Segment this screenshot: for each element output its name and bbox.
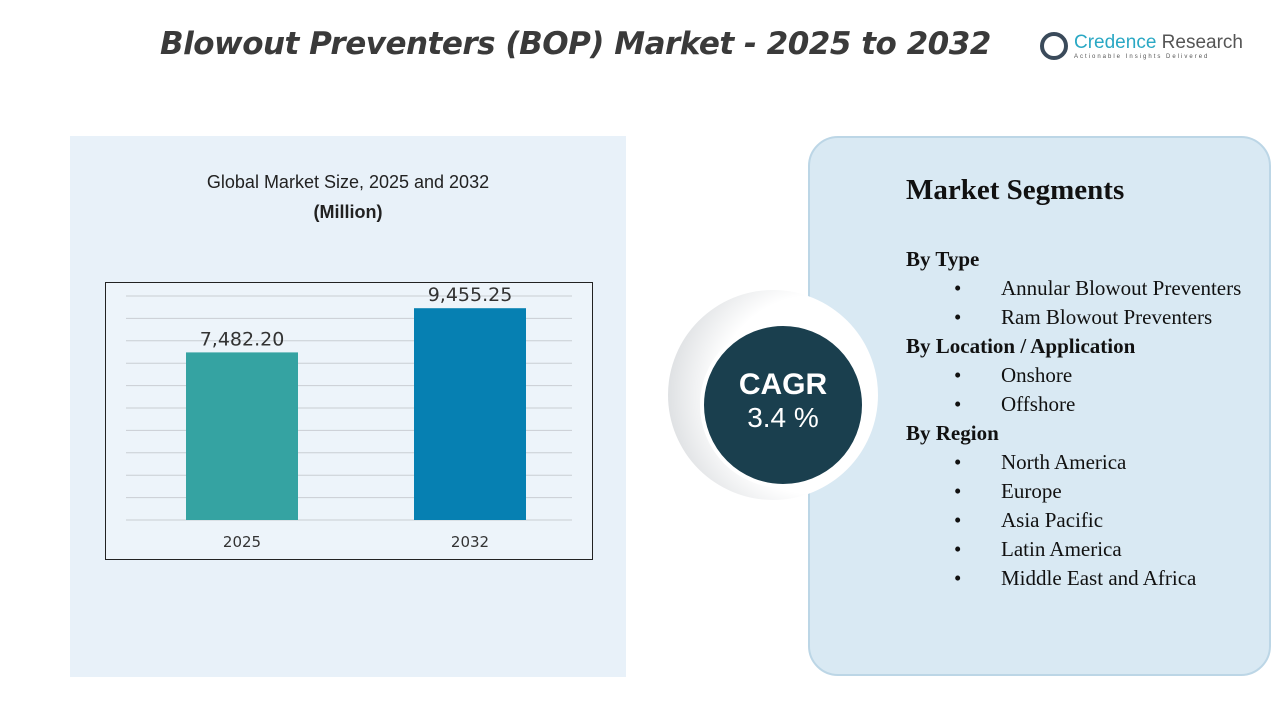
chart-unit: (Million) (313, 202, 383, 222)
bullet-icon: • (954, 450, 962, 474)
segments-panel (808, 136, 1271, 676)
bullet-icon: • (954, 537, 962, 561)
segment-item: • Asia Pacific (906, 506, 1280, 535)
chart-title: Global Market Size, 2025 and 2032 (206, 172, 490, 192)
bullet-icon: • (954, 363, 962, 387)
segment-item-label: Middle East and Africa (1001, 566, 1197, 590)
bar-2032 (414, 308, 526, 520)
logo-tagline: Actionable Insights Delivered (1074, 54, 1210, 60)
bar-2025 (186, 352, 298, 520)
segment-item-label: Asia Pacific (1001, 508, 1104, 532)
bullet-icon: • (954, 392, 962, 416)
segment-item-label: Onshore (1001, 363, 1073, 387)
segment-category: By Region (906, 421, 999, 445)
market-segments: Market Segments By Type • Annular Blowout … (906, 174, 1280, 593)
segment-item-label: Annular Blowout Preventers (1001, 276, 1242, 300)
segment-item-label: Latin America (1001, 537, 1122, 561)
segment-item-label: Europe (1001, 479, 1062, 503)
segment-category: By Type (906, 247, 980, 271)
segment-category: By Location / Application (906, 334, 1136, 358)
bullet-icon: • (954, 479, 962, 503)
segment-item: • Offshore (906, 390, 1280, 419)
bar-chart: 7,482.20 2025 9,455.25 2032 (126, 284, 572, 551)
cagr-label: CAGR (738, 368, 828, 401)
segments-title: Market Segments (906, 174, 1125, 206)
logo: Credence Research Actionable Insights De… (1040, 32, 1243, 60)
segment-item: • Ram Blowout Preventers (906, 303, 1280, 332)
bullet-icon: • (954, 305, 962, 329)
segment-item-label: North America (1001, 450, 1127, 474)
cagr-badge: CAGR 3.4 % (700, 322, 866, 488)
bullet-icon: • (954, 508, 962, 532)
logo-name-a: Credence (1074, 32, 1157, 53)
x-tick-label: 2025 (223, 533, 261, 551)
segment-item: • Onshore (906, 361, 1280, 390)
segment-item: • Annular Blowout Preventers (906, 274, 1280, 303)
data-label: 9,455.25 (428, 284, 513, 306)
x-tick-label: 2032 (451, 533, 489, 551)
logo-icon (1040, 32, 1068, 60)
data-label: 7,482.20 (200, 328, 285, 350)
segment-item: • Middle East and Africa (906, 564, 1280, 593)
segment-item-label: Offshore (1001, 392, 1076, 416)
bullet-icon: • (954, 276, 962, 300)
segment-item-label: Ram Blowout Preventers (1001, 305, 1213, 329)
logo-name-b: Research (1156, 32, 1243, 53)
bullet-icon: • (954, 566, 962, 590)
cagr-value: 3.4 % (747, 402, 819, 433)
page-title: Blowout Preventers (BOP) Market - 2025 t… (160, 26, 991, 62)
segment-item: • Latin America (906, 535, 1280, 564)
chart-box: 7,482.20 2025 9,455.25 2032 (105, 282, 593, 560)
segment-item: • North America (906, 448, 1280, 477)
segment-item: • Europe (906, 477, 1280, 506)
